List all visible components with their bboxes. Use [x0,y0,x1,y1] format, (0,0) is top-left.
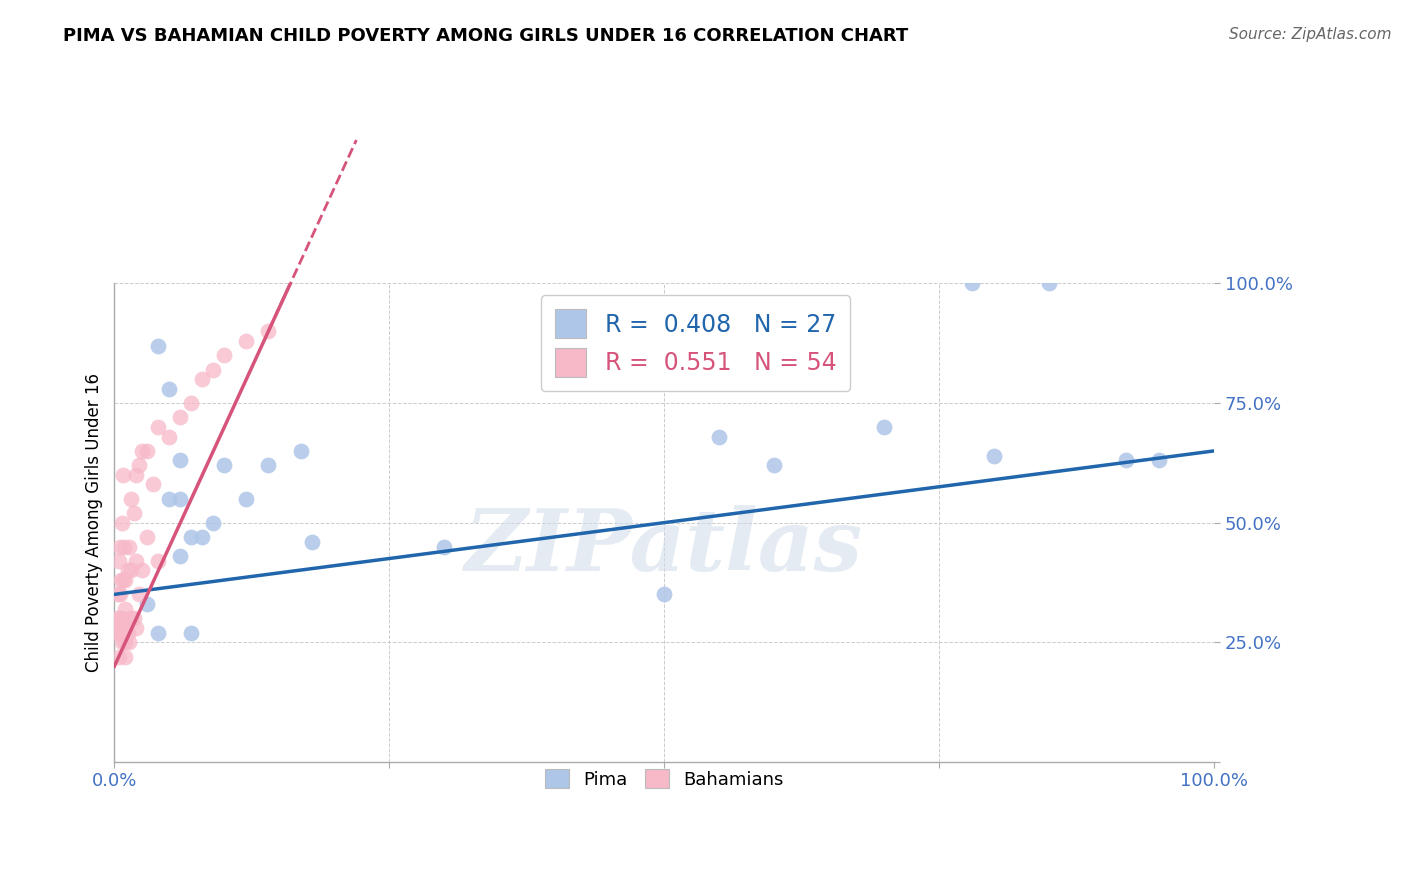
Point [191,530,214,544]
Point [148,339,170,353]
Point [117,564,139,578]
Point [108,649,131,664]
Point [112,467,135,482]
Point [114,601,136,615]
Point [214,458,236,473]
Point [107,611,129,625]
Point [136,530,159,544]
Point [112,625,135,640]
Point [114,573,136,587]
Point [110,621,132,635]
Point [114,635,136,649]
Point [169,549,191,563]
Point [214,348,236,362]
Point [108,611,131,625]
Legend: Pima, Bahamians: Pima, Bahamians [538,762,790,796]
Point [112,540,135,554]
Point [202,516,225,530]
Point [763,458,786,473]
Point [180,396,202,410]
Point [433,540,456,554]
Point [1038,277,1060,291]
Point [125,621,148,635]
Point [117,625,139,640]
Point [202,362,225,376]
Point [120,491,142,506]
Point [125,554,148,568]
Text: PIMA VS BAHAMIAN CHILD POVERTY AMONG GIRLS UNDER 16 CORRELATION CHART: PIMA VS BAHAMIAN CHILD POVERTY AMONG GIR… [63,27,908,45]
Point [142,477,165,491]
Point [108,625,131,640]
Point [709,429,731,443]
Point [290,443,312,458]
Point [257,324,280,338]
Point [169,453,191,467]
Point [301,534,323,549]
Point [118,540,141,554]
Point [114,649,136,664]
Point [131,564,153,578]
Text: ZIPatlas: ZIPatlas [465,505,863,589]
Point [111,611,134,625]
Point [108,587,131,601]
Point [112,573,135,587]
Point [873,420,896,434]
Point [136,443,159,458]
Point [1115,453,1137,467]
Y-axis label: Child Poverty Among Girls Under 16: Child Poverty Among Girls Under 16 [86,373,103,673]
Point [108,554,131,568]
Point [960,277,983,291]
Point [107,625,129,640]
Point [110,573,132,587]
Point [136,597,159,611]
Point [148,554,170,568]
Point [120,564,142,578]
Point [122,611,145,625]
Point [148,625,170,640]
Point [120,611,142,625]
Point [128,458,150,473]
Point [108,540,131,554]
Point [118,635,141,649]
Point [169,410,191,425]
Point [107,587,129,601]
Point [128,587,150,601]
Point [652,587,675,601]
Point [125,467,148,482]
Point [235,491,257,506]
Point [131,443,153,458]
Text: Source: ZipAtlas.com: Source: ZipAtlas.com [1229,27,1392,42]
Point [157,491,180,506]
Point [1147,453,1170,467]
Point [122,506,145,520]
Point [111,516,134,530]
Point [235,334,257,348]
Point [180,625,202,640]
Point [114,621,136,635]
Point [180,530,202,544]
Point [111,635,134,649]
Point [169,491,191,506]
Point [112,621,135,635]
Point [257,458,280,473]
Point [157,382,180,396]
Point [191,372,214,386]
Point [107,621,129,635]
Point [983,449,1005,463]
Point [148,420,170,434]
Point [157,429,180,443]
